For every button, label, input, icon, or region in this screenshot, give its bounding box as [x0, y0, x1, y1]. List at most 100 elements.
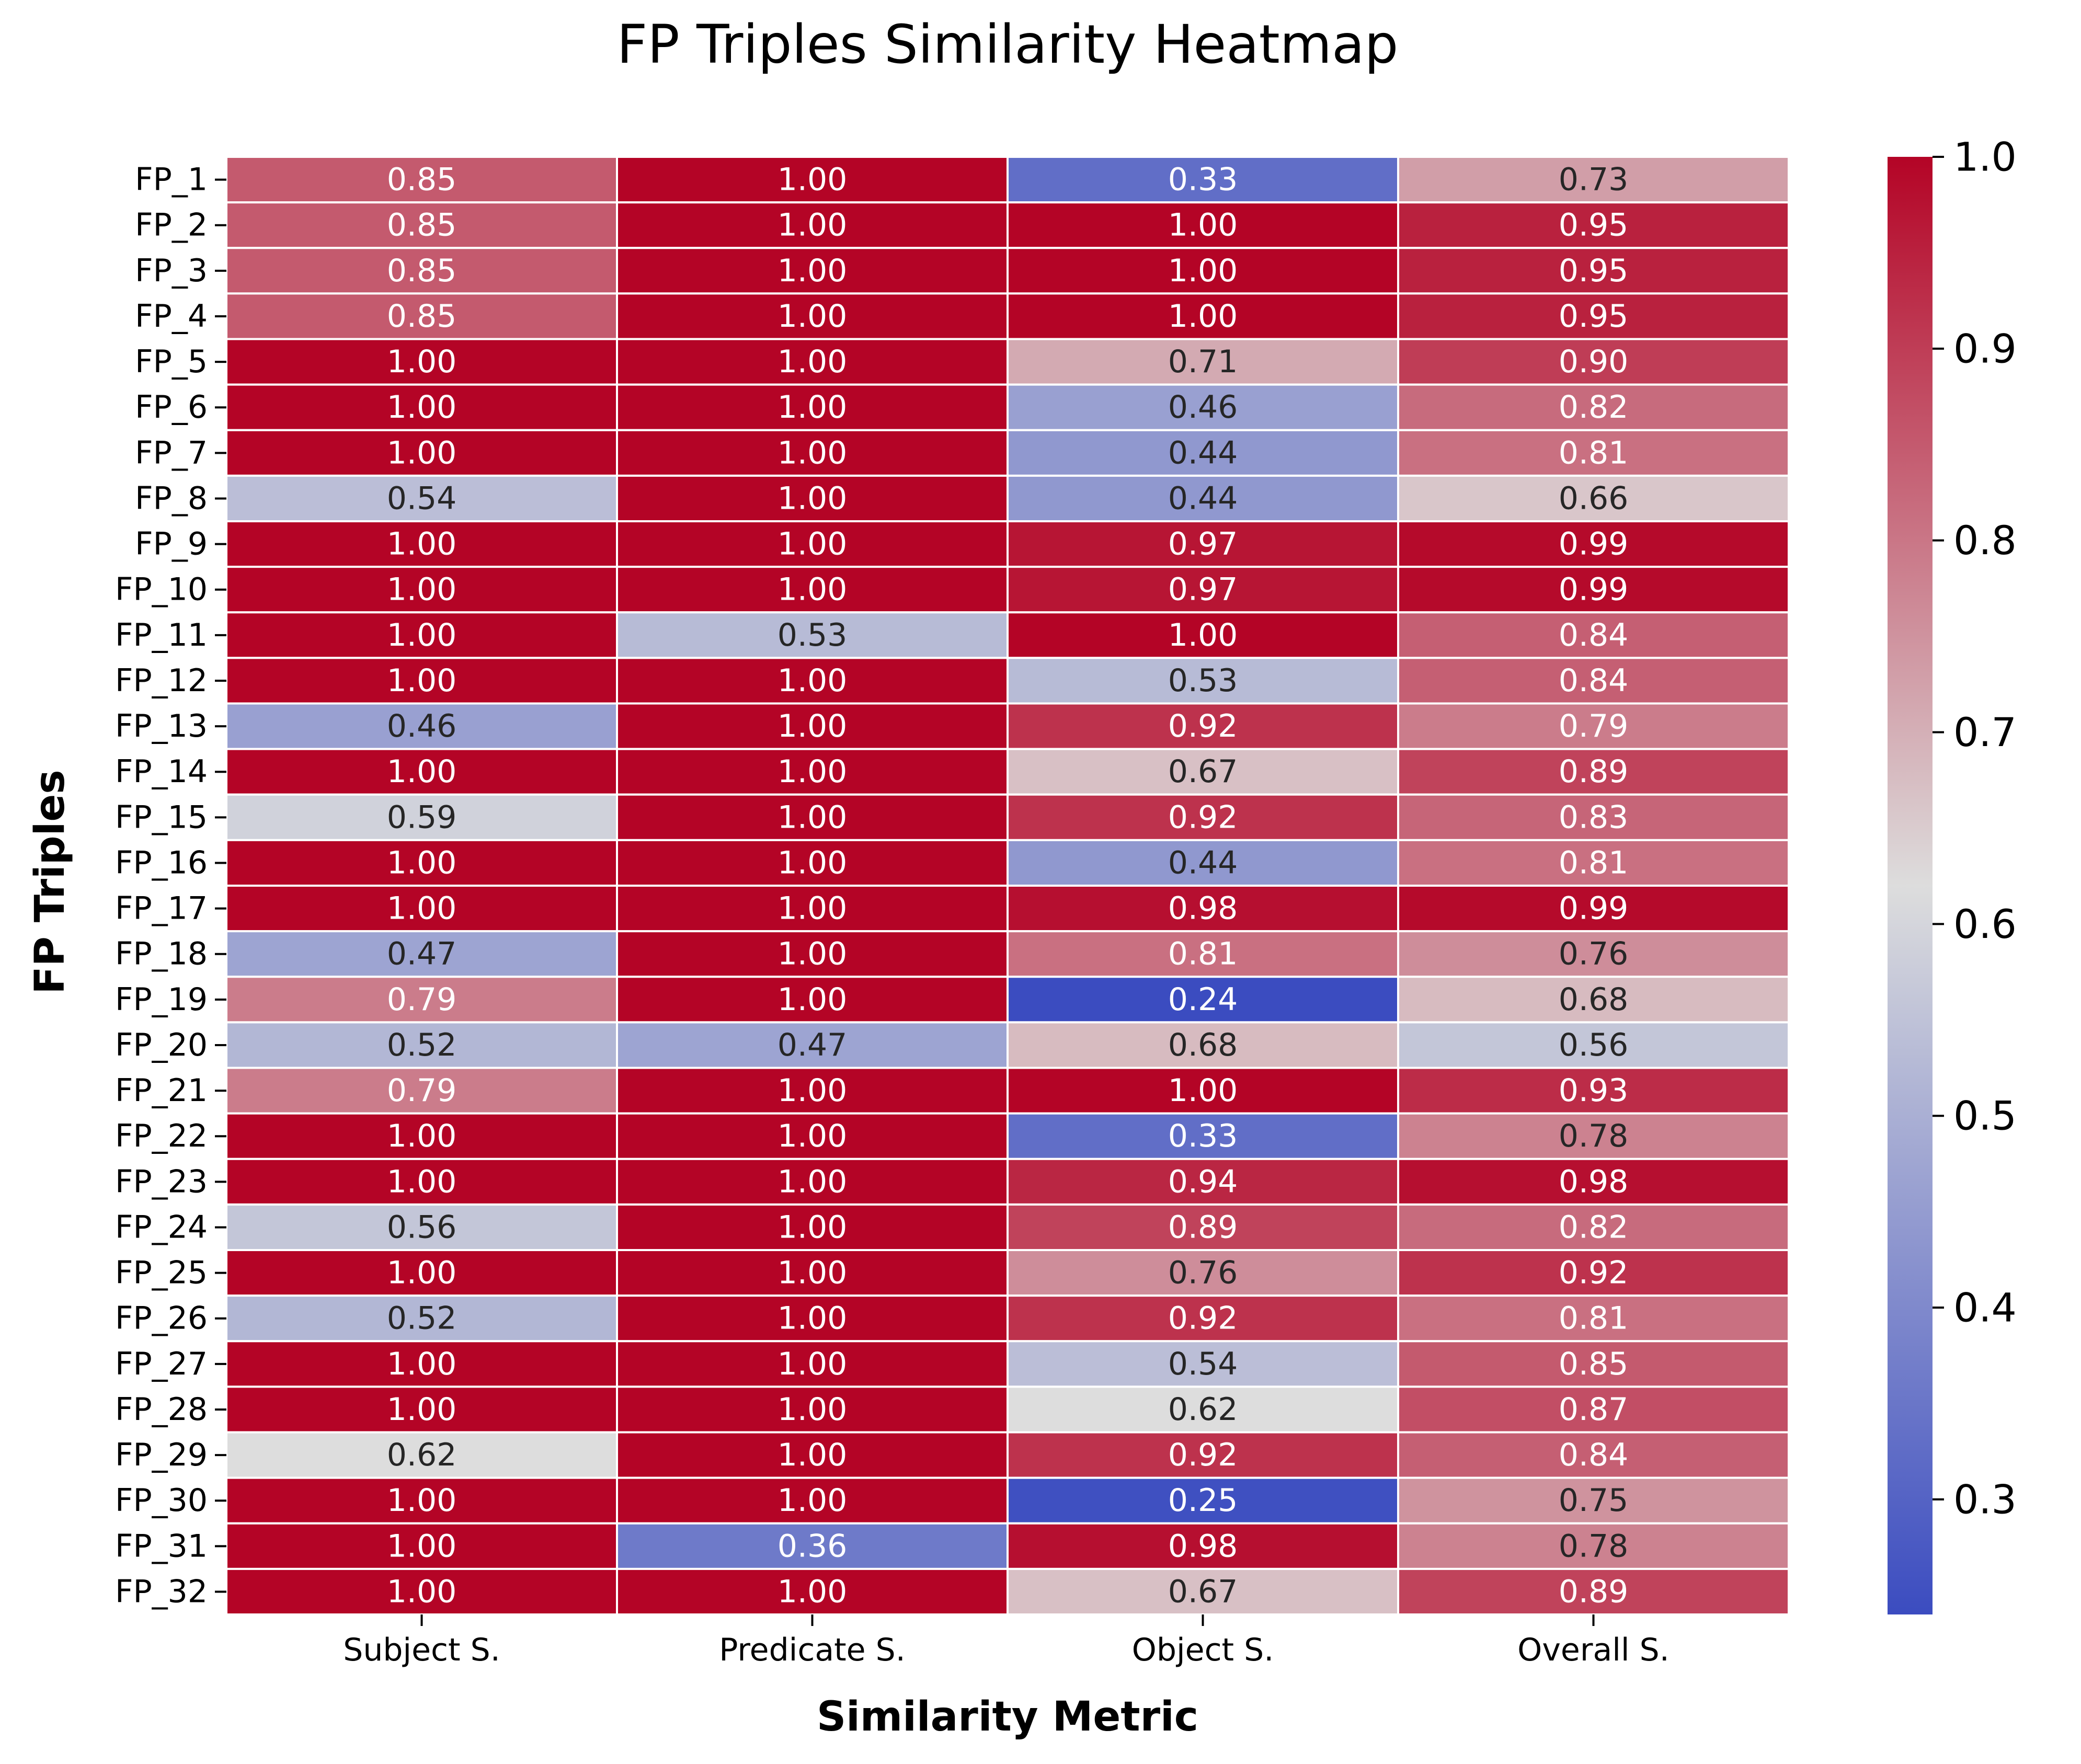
cell-value-label: 1.00 [387, 1346, 457, 1382]
y-axis-label: FP Triples [27, 770, 74, 994]
cell-value-label: 0.82 [1559, 1209, 1629, 1245]
cell-value-label: 0.67 [1168, 1573, 1238, 1610]
x-axis-ticks: Subject S. Predicate S. Object S. Overall S… [343, 1614, 1670, 1668]
cell-value-label: 0.54 [1168, 1346, 1238, 1382]
y-tick-label: FP_25 [115, 1255, 208, 1291]
cell-value-label: 1.00 [387, 753, 457, 790]
heatmap-cell [1397, 839, 1790, 887]
cell-value-label: 0.84 [1559, 1437, 1629, 1473]
cell-value-label: 1.00 [777, 434, 848, 471]
y-tick-label: FP_18 [115, 936, 208, 972]
cell-value-label: 1.00 [1168, 253, 1238, 289]
cell-value-label: 0.62 [1168, 1391, 1238, 1428]
cell-value-label: 1.00 [777, 207, 848, 244]
cell-value-label: 1.00 [777, 1346, 848, 1382]
heatmap-cell [1397, 1112, 1790, 1160]
heatmap-cell [616, 1476, 1009, 1525]
heatmap-cell [1397, 520, 1790, 568]
cell-value-label: 0.98 [1559, 1163, 1629, 1200]
heatmap-cell [1007, 1112, 1399, 1160]
cell-value-label: 0.85 [387, 253, 457, 289]
cell-value-label: 0.79 [1559, 708, 1629, 744]
cell-value-label: 1.00 [777, 526, 848, 563]
cell-value-label: 1.00 [387, 890, 457, 927]
heatmap-cell [1397, 1476, 1790, 1525]
heatmap-cell [1397, 1067, 1790, 1115]
heatmap-cell [225, 1158, 618, 1206]
heatmap-cell [616, 1021, 1009, 1069]
heatmap-cell [1397, 657, 1790, 705]
cell-value-label: 0.47 [387, 936, 457, 972]
heatmap-cell [1007, 793, 1399, 841]
heatmap-cell [225, 702, 618, 750]
heatmap-cell [1397, 611, 1790, 659]
heatmap-cell [616, 1067, 1009, 1115]
heatmap-cell [1397, 292, 1790, 340]
heatmap-cell [616, 156, 1009, 204]
cell-value-label: 0.46 [1168, 389, 1238, 426]
cell-value-label: 1.00 [1168, 1072, 1238, 1109]
y-tick-label: FP_2 [135, 207, 208, 244]
y-tick-label: FP_13 [115, 708, 208, 744]
cell-value-label: 0.95 [1559, 253, 1629, 289]
cell-value-label: 0.52 [387, 1300, 457, 1337]
cell-value-label: 1.00 [777, 480, 848, 517]
heatmap-cell [616, 611, 1009, 659]
cell-value-label: 0.67 [1168, 753, 1238, 790]
cell-value-label: 0.94 [1168, 1163, 1238, 1200]
cell-value-label: 0.56 [387, 1209, 457, 1245]
cell-value-label: 1.00 [777, 1573, 848, 1610]
cell-value-label: 1.00 [777, 1482, 848, 1519]
cell-value-label: 0.87 [1559, 1391, 1629, 1428]
heatmap-cell [1007, 1522, 1399, 1570]
cell-value-label: 0.62 [387, 1437, 457, 1473]
cell-value-label: 1.00 [387, 617, 457, 654]
cell-value-label: 1.00 [387, 1118, 457, 1154]
heatmap-cell [616, 930, 1009, 978]
cell-value-label: 0.98 [1168, 890, 1238, 927]
cell-value-label: 0.68 [1559, 981, 1629, 1018]
heatmap-cell [1007, 976, 1399, 1024]
heatmap-cell [1007, 748, 1399, 796]
cell-value-label: 1.00 [777, 253, 848, 289]
heatmap-cell [1007, 1158, 1399, 1206]
cell-value-label: 0.85 [387, 298, 457, 335]
cell-value-label: 0.56 [1559, 1027, 1629, 1063]
heatmap-cell [1397, 1340, 1790, 1388]
cell-value-label: 1.00 [1168, 298, 1238, 335]
cell-value-label: 0.46 [387, 708, 457, 744]
cell-value-label: 1.00 [777, 799, 848, 835]
heatmap-cell [616, 1249, 1009, 1297]
cell-value-label: 0.66 [1559, 480, 1629, 517]
cell-value-label: 0.36 [777, 1528, 848, 1564]
cell-value-label: 0.78 [1559, 1528, 1629, 1564]
y-tick-label: FP_24 [115, 1209, 208, 1245]
colorbar-tick-label: 0.3 [1953, 1476, 2017, 1522]
heatmap-cell [1007, 1203, 1399, 1251]
y-tick-label: FP_23 [115, 1163, 208, 1200]
cell-value-label: 1.00 [777, 662, 848, 699]
cell-value-label: 0.78 [1559, 1118, 1629, 1154]
cell-value-label: 0.59 [387, 799, 457, 835]
cell-value-label: 1.00 [387, 389, 457, 426]
cell-value-label: 0.98 [1168, 1528, 1238, 1564]
heatmap-cell [1397, 247, 1790, 295]
cell-value-label: 1.00 [387, 1163, 457, 1200]
colorbar-ticks: 0.3 0.4 0.5 0.6 0.7 0.8 0.9 1.0 [1933, 134, 2017, 1522]
heatmap-cell [1007, 383, 1399, 431]
cell-value-label: 0.76 [1559, 936, 1629, 972]
cell-value-label: 0.81 [1559, 1300, 1629, 1337]
heatmap-cell [1007, 1295, 1399, 1343]
y-tick-label: FP_11 [115, 617, 208, 654]
colorbar-gradient [1888, 157, 1933, 1614]
y-tick-label: FP_7 [135, 434, 208, 471]
cell-value-label: 0.33 [1168, 1118, 1238, 1154]
cell-value-label: 0.84 [1559, 662, 1629, 699]
cell-value-label: 0.83 [1559, 799, 1629, 835]
heatmap-cell [616, 1295, 1009, 1343]
heatmap-cell [1007, 429, 1399, 477]
cell-value-label: 1.00 [387, 662, 457, 699]
heatmap-cell [616, 702, 1009, 750]
heatmap-cell [225, 976, 618, 1024]
cell-value-label: 0.97 [1168, 571, 1238, 608]
